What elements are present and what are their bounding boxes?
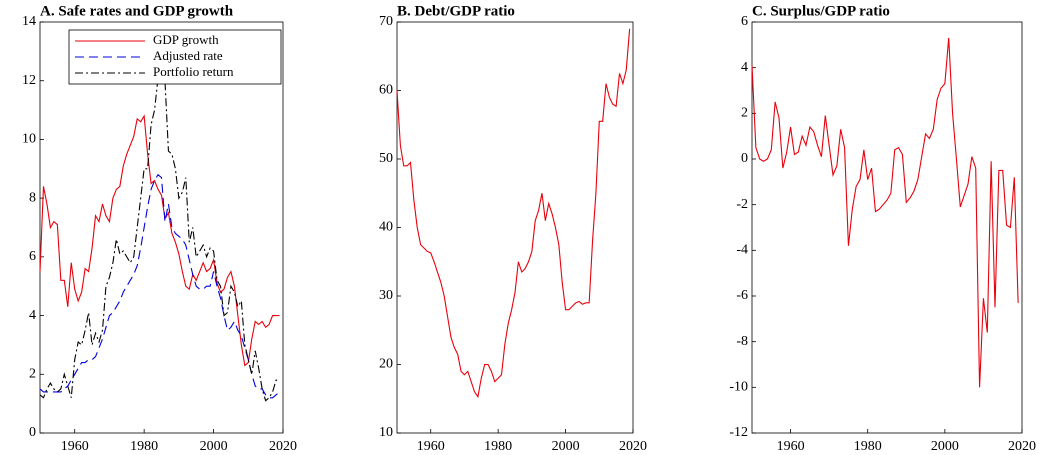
x-tick-label: 2000 [200, 439, 228, 454]
y-tick-label: 0 [29, 425, 36, 440]
y-tick-label: 10 [22, 132, 36, 147]
y-tick-label: 6 [29, 249, 36, 264]
y-tick-label: -6 [736, 288, 748, 303]
x-tick-label: 2020 [269, 439, 297, 454]
x-tick-label: 1960 [417, 439, 445, 454]
x-tick-label: 1980 [130, 439, 158, 454]
y-tick-label: 0 [741, 151, 748, 166]
y-tick-label: 14 [22, 14, 36, 29]
panel-title: A. Safe rates and GDP growth [40, 3, 234, 19]
y-tick-label: 12 [22, 73, 36, 88]
series-line [751, 37, 1019, 388]
legend-label: Adjusted rate [153, 48, 223, 63]
x-tick-label: 1960 [61, 439, 89, 454]
panel: A. Safe rates and GDP growth 0 2 4 6 8 10 12 14 1… [22, 3, 297, 454]
y-tick-label: 20 [379, 357, 393, 372]
series-line [39, 173, 280, 399]
y-tick-label: 4 [29, 308, 36, 323]
panel: B. Debt/GDP ratio 10 20 30 40 50 60 70 1960 1980 2… [379, 3, 647, 454]
legend-label: GDP growth [153, 32, 219, 47]
x-tick-label: 1980 [484, 439, 512, 454]
panel-title: B. Debt/GDP ratio [397, 3, 515, 19]
y-tick-label: 10 [379, 425, 393, 440]
series-line [39, 114, 280, 367]
y-tick-label: 60 [379, 83, 393, 98]
y-tick-label: 50 [379, 151, 393, 166]
y-tick-label: 6 [741, 14, 748, 29]
y-tick-label: -2 [736, 197, 748, 212]
y-tick-label: 40 [379, 220, 393, 235]
legend-label: Portfolio return [153, 64, 234, 79]
panel: C. Surplus/GDP ratio -12 -10 -8 -6 -4 -2 0 2 4 6 19… [729, 3, 1036, 454]
y-tick-label: 30 [379, 288, 393, 303]
y-tick-label: 4 [741, 60, 748, 75]
y-tick-label: -8 [736, 334, 748, 349]
y-tick-label: -10 [729, 380, 748, 395]
series-line [39, 36, 280, 402]
x-tick-label: 2020 [619, 439, 647, 454]
plot-frame [39, 21, 284, 434]
y-tick-label: 8 [29, 190, 36, 205]
y-tick-label: 70 [379, 14, 393, 29]
x-tick-label: 2020 [1008, 439, 1036, 454]
plot-frame [751, 21, 1023, 434]
series-line [396, 28, 631, 399]
x-tick-label: 2000 [552, 439, 580, 454]
x-tick-label: 1960 [777, 439, 805, 454]
x-tick-label: 1980 [854, 439, 882, 454]
y-tick-label: 2 [29, 367, 36, 382]
y-tick-label: -4 [736, 243, 748, 258]
y-tick-label: -12 [729, 425, 748, 440]
panel-title: C. Surplus/GDP ratio [752, 3, 890, 19]
y-tick-label: 2 [741, 106, 748, 121]
plot-frame [396, 21, 634, 434]
x-tick-label: 2000 [931, 439, 959, 454]
